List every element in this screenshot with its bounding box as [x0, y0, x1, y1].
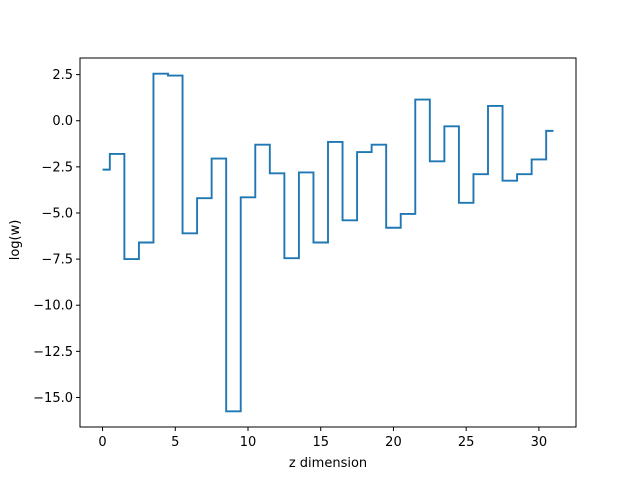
y-tick-label: 0.0: [52, 114, 73, 129]
y-tick-label: −5.0: [41, 206, 73, 221]
y-tick-label: −7.5: [41, 253, 73, 268]
x-axis-ticks: 0 5 10 15 20 25 30: [98, 427, 547, 450]
x-tick-label: 20: [385, 435, 402, 450]
y-axis-ticks: 2.5 0.0 −2.5 −5.0 −7.5 −10.0 −12.5 −15.0: [33, 68, 80, 406]
x-tick-label: 10: [240, 435, 257, 450]
x-tick-label: 30: [531, 435, 548, 450]
x-tick-label: 0: [98, 435, 106, 450]
x-tick-label: 5: [171, 435, 179, 450]
x-axis-label: z dimension: [289, 456, 367, 471]
series-line-0: [102, 72, 554, 413]
y-tick-label: −10.0: [33, 299, 73, 314]
plot-area: [79, 57, 577, 428]
x-tick-label: 25: [458, 435, 475, 450]
y-axis-label: log(w): [8, 220, 23, 261]
x-tick-label: 15: [312, 435, 329, 450]
y-tick-label: −2.5: [41, 160, 73, 175]
axes-frame: [79, 57, 577, 428]
y-tick-label: 2.5: [52, 68, 73, 83]
y-tick-label: −12.5: [33, 345, 73, 360]
y-tick-label: −15.0: [33, 391, 73, 406]
